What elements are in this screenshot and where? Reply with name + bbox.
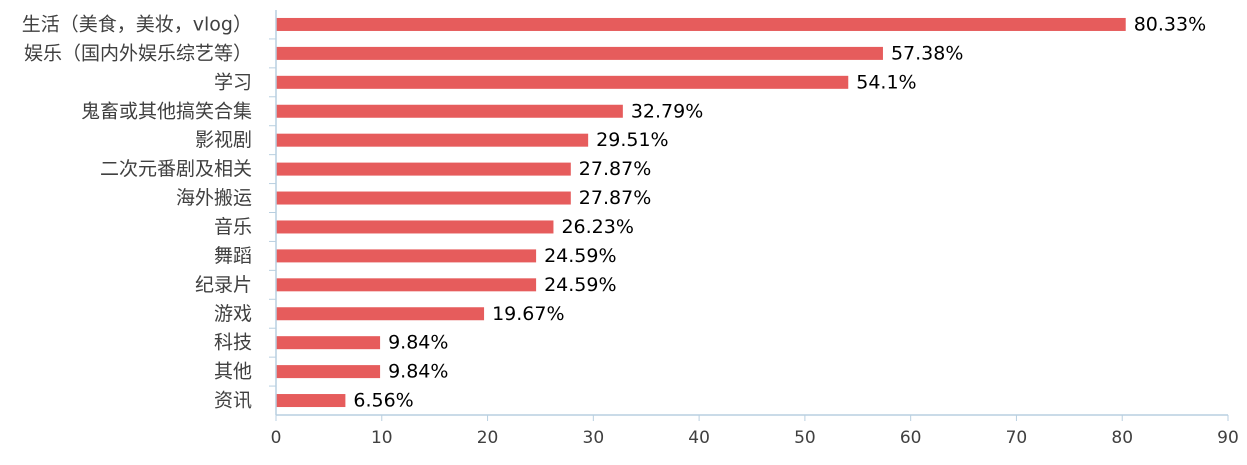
- category-label: 其他: [214, 361, 252, 383]
- value-label: 19.67%: [492, 303, 564, 325]
- category-label: 舞蹈: [214, 245, 252, 267]
- bar: [276, 220, 554, 234]
- x-tick-label: 40: [688, 428, 710, 448]
- category-label: 科技: [214, 332, 252, 354]
- value-label: 54.1%: [856, 71, 916, 93]
- bar: [276, 75, 849, 89]
- bar: [276, 249, 537, 263]
- bar: [276, 307, 485, 321]
- value-label: 32.79%: [631, 100, 703, 122]
- bar: [276, 104, 623, 118]
- bar: [276, 46, 883, 60]
- x-tick-label: 50: [794, 428, 816, 448]
- x-tick-label: 90: [1217, 428, 1239, 448]
- x-tick-label: 20: [477, 428, 499, 448]
- category-label: 资讯: [214, 390, 252, 412]
- value-label: 27.87%: [579, 187, 651, 209]
- x-ticks-group: 0 10 20 30 40 50 60 70 80 90: [271, 415, 1239, 448]
- value-label: 24.59%: [544, 274, 616, 296]
- bar: [276, 336, 381, 350]
- x-tick-label: 70: [1006, 428, 1028, 448]
- bar: [276, 191, 571, 205]
- axes-group: [269, 10, 1228, 416]
- value-label: 26.23%: [561, 216, 633, 238]
- bar: [276, 365, 381, 379]
- category-label: 影视剧: [195, 129, 252, 151]
- category-label: 学习: [214, 71, 252, 93]
- bar: [276, 162, 571, 176]
- value-label: 9.84%: [388, 361, 448, 383]
- category-label: 纪录片: [195, 274, 252, 296]
- bar: [276, 394, 346, 408]
- category-label: 生活（美食，美妆，vlog）: [22, 13, 252, 35]
- bar: [276, 17, 1126, 31]
- category-label: 二次元番剧及相关: [100, 158, 252, 180]
- value-label: 29.51%: [596, 129, 668, 151]
- category-label: 鬼畜或其他搞笑合集: [81, 100, 252, 122]
- x-tick-label: 0: [271, 428, 282, 448]
- value-label: 27.87%: [579, 158, 651, 180]
- x-tick-label: 30: [583, 428, 605, 448]
- bar: [276, 133, 589, 147]
- value-label: 6.56%: [353, 390, 413, 412]
- category-labels-group: 生活（美食，美妆，vlog） 娱乐（国内外娱乐综艺等） 学习鬼畜或其他搞笑合集影视剧…: [22, 13, 252, 411]
- category-label: 娱乐（国内外娱乐综艺等）: [24, 42, 252, 64]
- value-label: 80.33%: [1134, 13, 1206, 35]
- x-tick-label: 10: [371, 428, 393, 448]
- category-label: 音乐: [214, 216, 252, 238]
- category-label: 游戏: [214, 303, 252, 325]
- value-label: 24.59%: [544, 245, 616, 267]
- value-label: 57.38%: [891, 42, 963, 64]
- value-label: 9.84%: [388, 332, 448, 354]
- x-tick-label: 80: [1111, 428, 1133, 448]
- value-labels-group: 80.33% 57.38% 54.1% 32.79% 29.51% 27.87% 27.87…: [353, 13, 1206, 411]
- category-label: 海外搬运: [176, 187, 252, 209]
- bars-group: [276, 17, 1126, 408]
- bar: [276, 278, 537, 292]
- x-tick-label: 60: [900, 428, 922, 448]
